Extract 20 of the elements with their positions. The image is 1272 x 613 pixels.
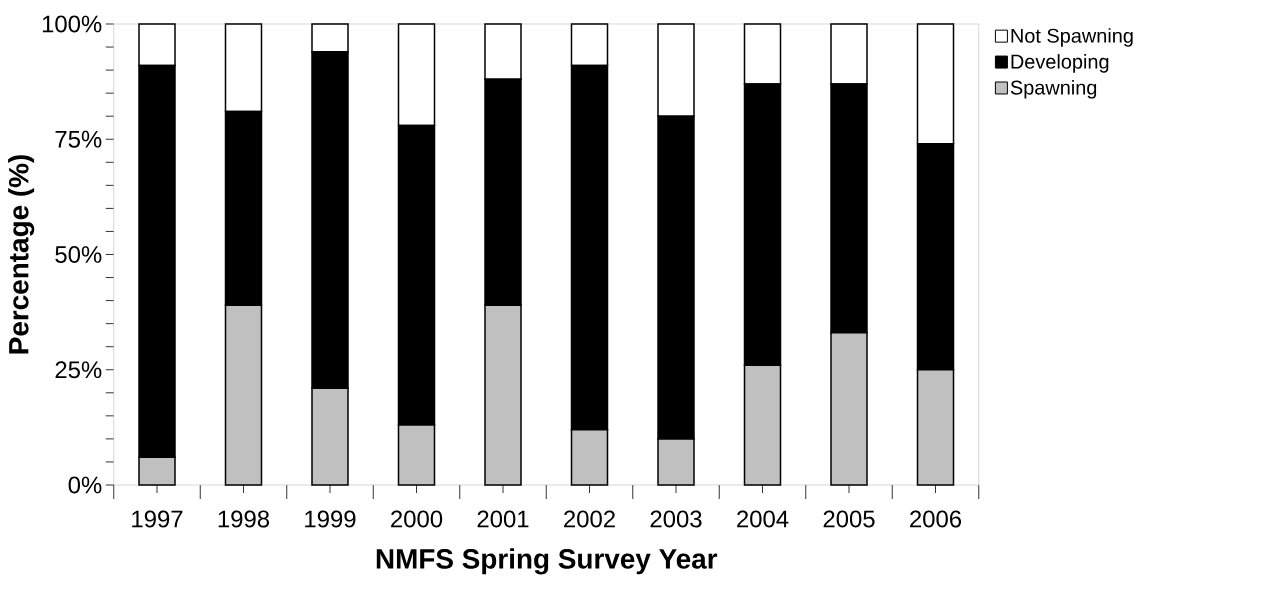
y-tick-label: 100% bbox=[42, 15, 102, 33]
x-tick-label: 2004 bbox=[737, 510, 789, 528]
y-tick-label: 25% bbox=[55, 361, 102, 379]
x-tick-label: 2002 bbox=[564, 510, 615, 528]
x-axis-title: NMFS Spring Survey Year bbox=[376, 548, 718, 575]
y-axis-title: Percentage (%) bbox=[8, 155, 35, 354]
legend-label: Not Spawning bbox=[1011, 28, 1133, 47]
x-tick-label: 2005 bbox=[823, 510, 875, 528]
x-tick-label: 2006 bbox=[910, 510, 962, 528]
x-tick-label: 1998 bbox=[218, 510, 270, 528]
y-tick-label: 75% bbox=[55, 130, 102, 148]
x-tick-label: 2001 bbox=[477, 510, 529, 528]
legend-label: Developing bbox=[1011, 54, 1109, 73]
x-tick-label: 2003 bbox=[650, 510, 702, 528]
legend-label: Spawning bbox=[1010, 80, 1097, 99]
x-tick-label: 2000 bbox=[391, 510, 443, 528]
y-tick-label: 50% bbox=[55, 246, 102, 263]
x-tick-label: 1999 bbox=[305, 510, 356, 528]
y-tick-label: 0% bbox=[68, 476, 102, 494]
x-tick-label: 1997 bbox=[132, 510, 183, 528]
